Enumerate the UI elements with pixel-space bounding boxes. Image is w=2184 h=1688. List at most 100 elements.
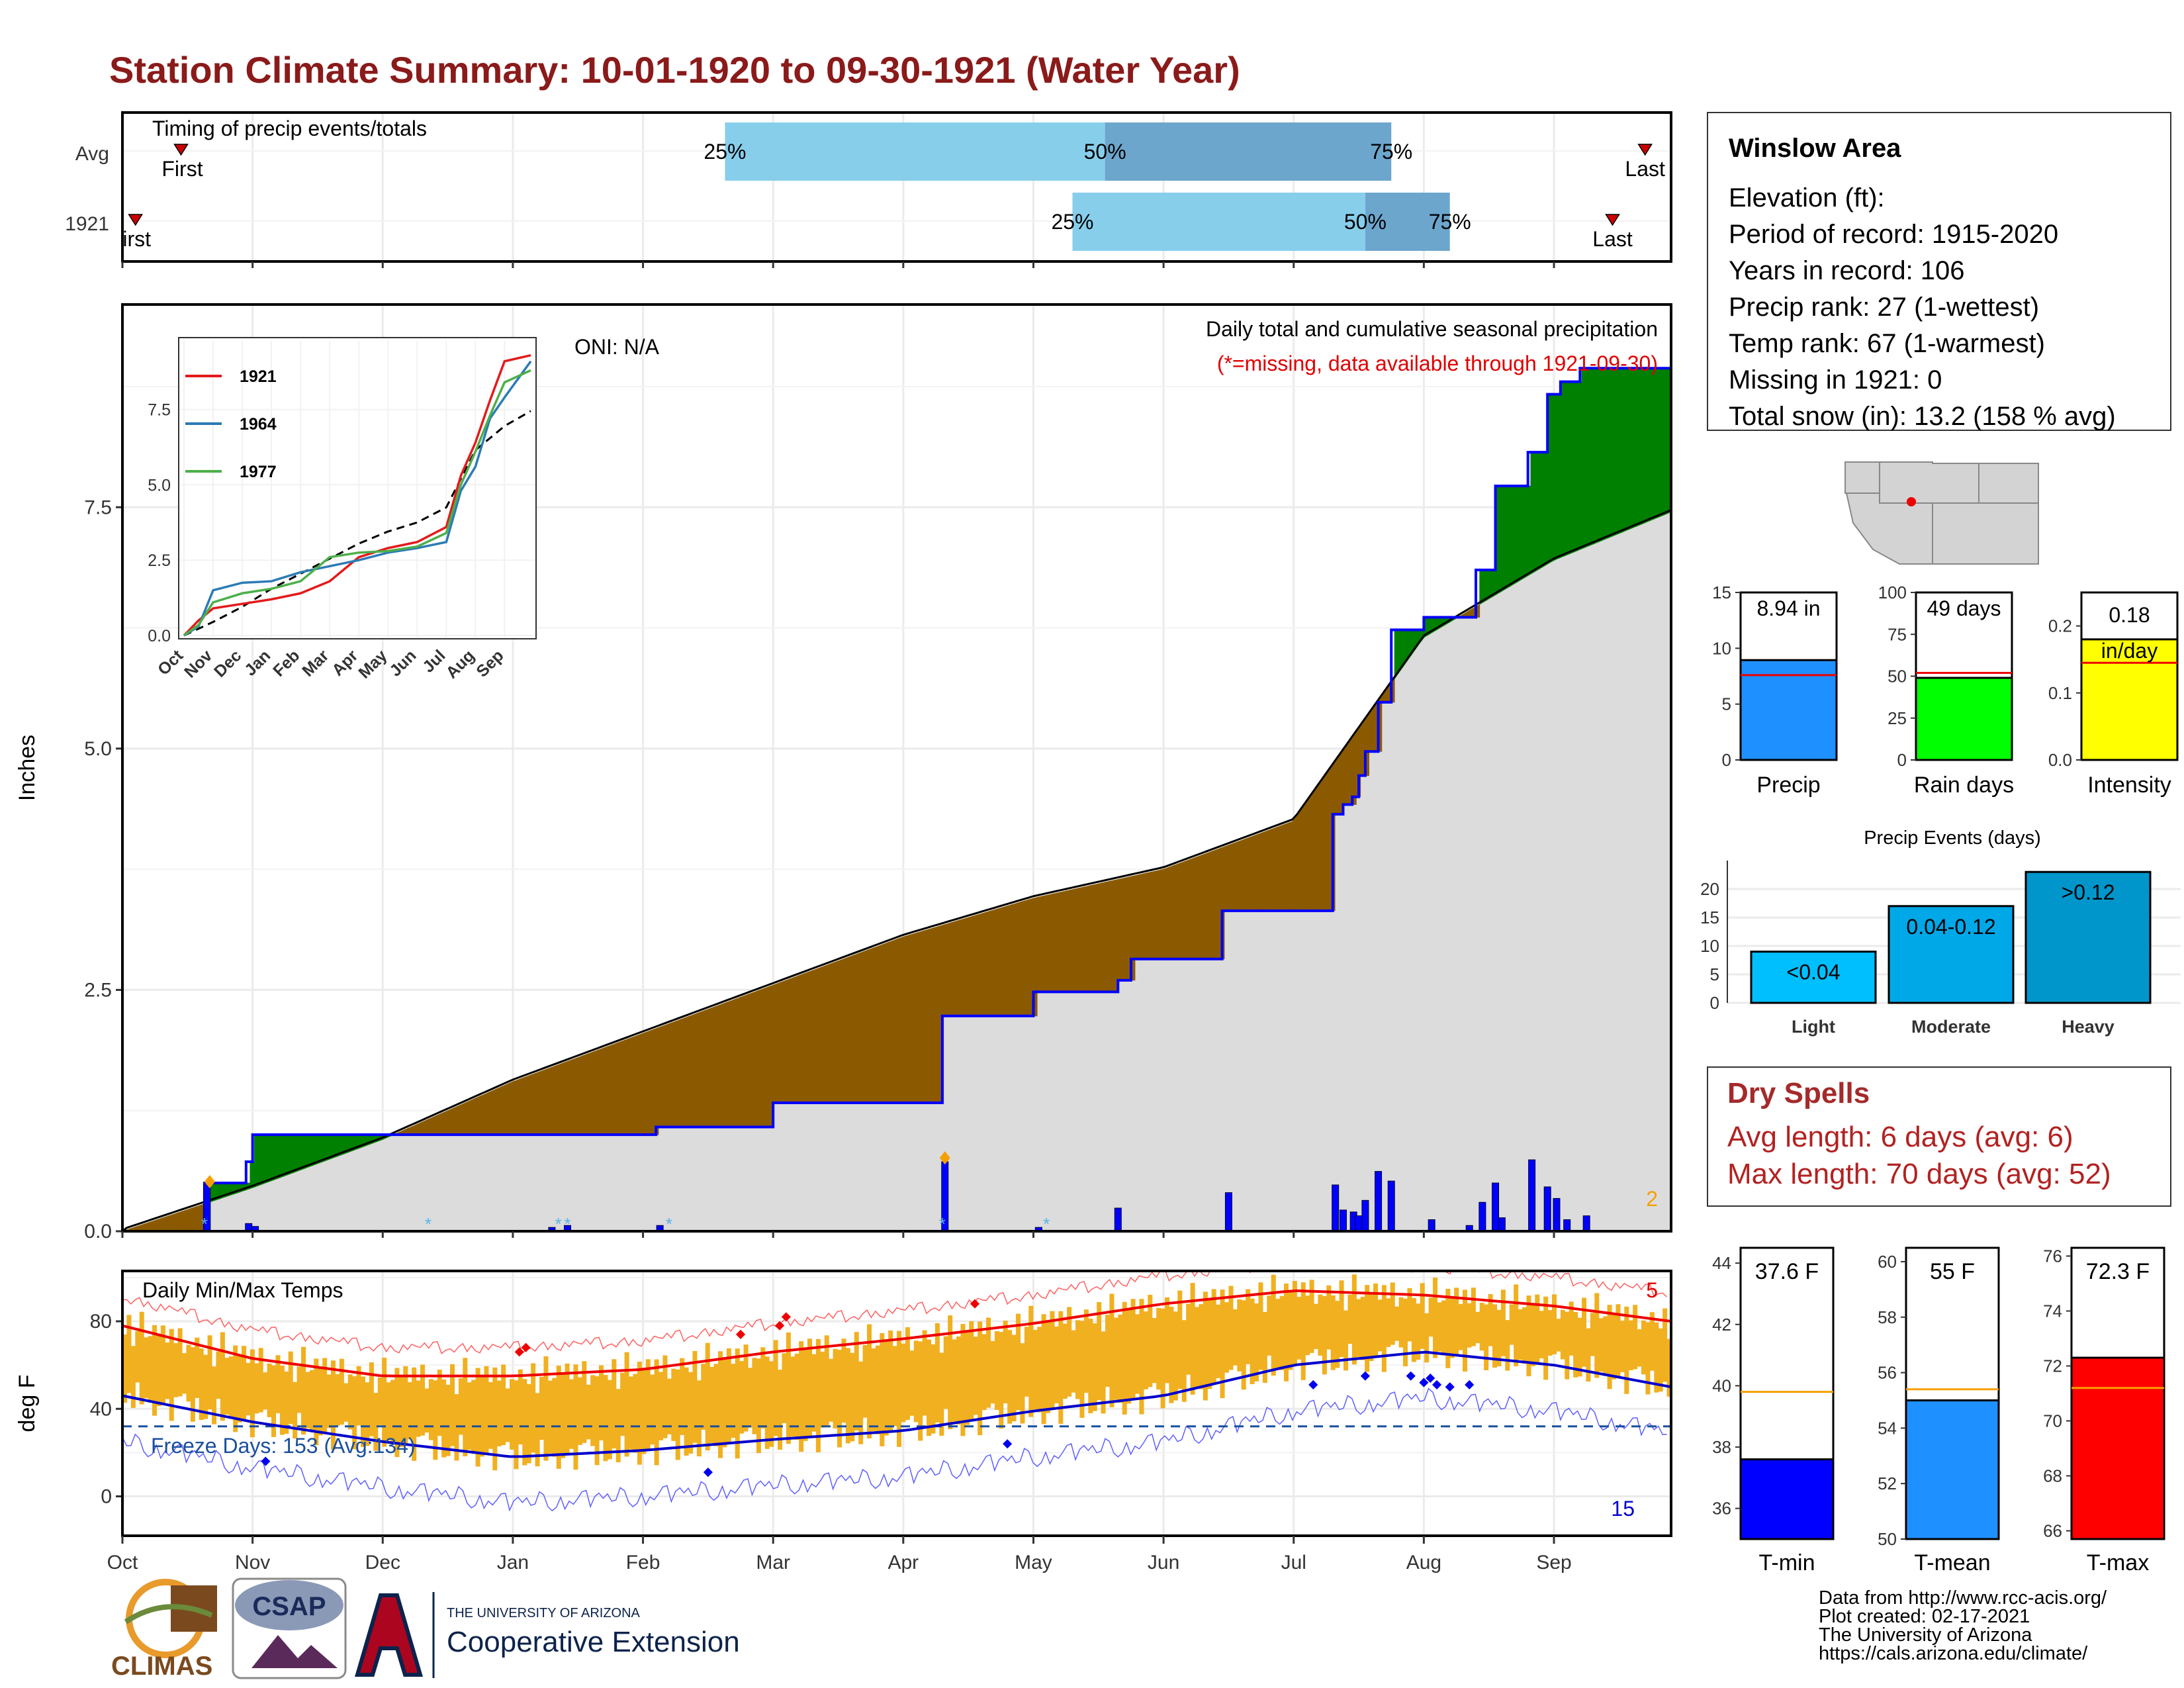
precip-y-tick-label: 0.0: [84, 1221, 112, 1243]
daily-temp-bar: [1492, 1304, 1498, 1368]
deficit-area-segment: [1139, 873, 1144, 960]
daily-temp-bar: [735, 1348, 740, 1459]
daily-temp-bar: [152, 1325, 158, 1416]
temp-summary-tick-label: 76: [2043, 1246, 2062, 1266]
daily-temp-bar: [803, 1349, 808, 1441]
daily-temp-bar: [1539, 1311, 1544, 1358]
daily-temp-bar: [394, 1368, 400, 1458]
timing-bar-25-50: [1072, 193, 1365, 251]
deficit-area-segment: [500, 1084, 506, 1135]
daily-temp-bar: [135, 1331, 140, 1383]
temp-summary-bars: 37.6 F 36 38 40 42 44 T-min 55 F 50 52 54 56 58 60 T-m…: [1712, 1246, 2165, 1575]
daily-temp-bar: [867, 1324, 872, 1438]
month-label: Feb: [626, 1552, 660, 1573]
inset-legend-label: 1921: [240, 367, 277, 386]
daily-temp-bar: [1113, 1317, 1118, 1400]
daily-temp-bar: [1297, 1297, 1302, 1360]
daily-temp-bar: [1241, 1300, 1246, 1390]
dry-spells-box: Dry Spells Avg length: 6 days (avg: 6) M…: [1707, 1066, 2171, 1207]
daily-temp-bar: [820, 1352, 825, 1428]
deficit-area-segment: [1347, 737, 1353, 805]
daily-temp-bar: [1314, 1303, 1319, 1349]
daily-temp-bar: [603, 1375, 608, 1462]
daily-temp-bar: [811, 1354, 817, 1432]
ua-logo-a: [355, 1593, 423, 1677]
daily-temp-bar: [186, 1344, 191, 1402]
deficit-area-segment: [488, 1090, 493, 1135]
deficit-area-segment: [1296, 810, 1302, 912]
precip-annotation-missing: (*=missing, data available through 1921-…: [1217, 352, 1658, 375]
temp-summary-tick-label: 58: [1878, 1307, 1897, 1327]
daily-temp-bar: [1518, 1309, 1523, 1360]
daily-temp-bar: [126, 1315, 132, 1393]
deficit-area-segment: [1283, 822, 1289, 912]
daily-temp-bar: [807, 1338, 813, 1438]
daily-temp-bar: [1556, 1319, 1561, 1352]
daily-temp-bar: [671, 1368, 676, 1441]
record-high-marker: [514, 1347, 524, 1357]
deficit-area-segment: [633, 1035, 638, 1135]
deficit-area-segment: [790, 976, 796, 1103]
daily-temp-bar: [228, 1356, 234, 1419]
deficit-area-segment: [1253, 833, 1259, 912]
daily-temp-bar: [948, 1315, 953, 1430]
deficit-area-segment: [735, 997, 740, 1127]
daily-temp-bar: [1220, 1289, 1225, 1399]
daily-temp-bar: [224, 1358, 230, 1415]
deficit-area-segment: [1024, 899, 1029, 1017]
daily-temp-bar: [994, 1331, 999, 1410]
daily-temp-bar: [1607, 1305, 1612, 1389]
daily-temp-bar: [778, 1370, 783, 1450]
deficit-area-segment: [169, 1213, 174, 1231]
surplus-area-segment: [1590, 367, 1595, 546]
daily-temp-bar: [169, 1329, 174, 1421]
daily-temp-bar: [577, 1377, 582, 1445]
daily-temp-bar: [1079, 1321, 1085, 1418]
daily-temp-bar: [279, 1366, 285, 1435]
temp-y-tick-label: 80: [90, 1311, 112, 1333]
deficit-area-segment: [535, 1071, 540, 1135]
daily-temp-bar: [1484, 1304, 1489, 1370]
temp-summary-value: 72.3 F: [2086, 1259, 2150, 1284]
daily-temp-bar: [547, 1380, 553, 1454]
daily-temp-bar: [1454, 1288, 1459, 1355]
deficit-area-segment: [645, 1030, 651, 1135]
deficit-area-segment: [1266, 829, 1272, 912]
daily-temp-bar: [488, 1382, 493, 1449]
daily-temp-bar: [1177, 1290, 1183, 1389]
deficit-area-segment: [547, 1066, 553, 1135]
deficit-area-segment: [854, 953, 859, 1103]
deficit-area-segment: [985, 910, 991, 1017]
deficit-area-segment: [1054, 892, 1059, 992]
events-tick-label: 15: [1700, 908, 1719, 927]
temp-summary-tick-label: 68: [2043, 1466, 2062, 1486]
surplus-area-segment: [267, 1134, 272, 1183]
daily-temp-bar: [1037, 1327, 1042, 1413]
surplus-area-segment: [1645, 367, 1651, 524]
daily-precip-bar: [1375, 1171, 1383, 1231]
csap-logo-text: CSAP: [252, 1592, 326, 1621]
temp-summary-tick-label: 38: [1712, 1437, 1731, 1457]
trace-precip-marker: *: [564, 1214, 570, 1234]
inset-y-tick-label: 5.0: [148, 476, 171, 494]
surplus-area-segment: [1564, 381, 1570, 557]
daily-precip-bar: [1361, 1199, 1369, 1231]
deficit-area-segment: [190, 1206, 195, 1231]
summary-tick-label: 10: [1712, 638, 1731, 658]
deficit-area-segment: [1185, 859, 1191, 960]
deficit-area-segment: [841, 957, 846, 1103]
daily-temp-bar: [594, 1376, 600, 1466]
deficit-area-segment: [1326, 768, 1332, 912]
deficit-area-segment: [922, 929, 927, 1103]
month-label: Jan: [497, 1552, 529, 1573]
deficit-area-segment: [1279, 824, 1285, 912]
deficit-area-segment: [909, 933, 915, 1103]
deficit-area-segment: [1143, 872, 1148, 960]
daily-temp-bar: [688, 1372, 694, 1454]
precip-frame: [121, 303, 1672, 1233]
daily-temp-bar: [650, 1374, 655, 1445]
events-category-label: Heavy: [2062, 1017, 2115, 1037]
deficit-area-segment: [1066, 889, 1071, 992]
daily-temp-bar: [284, 1371, 289, 1434]
map-state-nevada: [1844, 461, 1880, 494]
